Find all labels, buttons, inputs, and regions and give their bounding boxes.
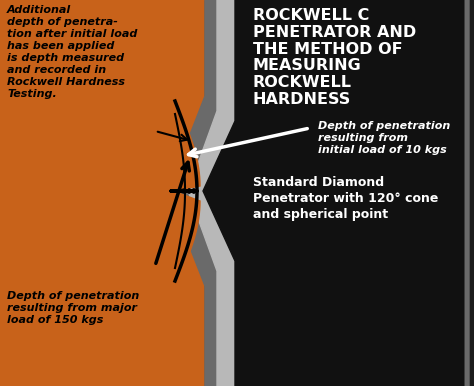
Bar	[0, 0, 205, 386]
Polygon shape	[168, 0, 469, 386]
Bar	[205, 0, 474, 386]
Polygon shape	[0, 0, 200, 386]
Polygon shape	[188, 0, 464, 386]
Text: ROCKWELL C
PENETRATOR AND
THE METHOD OF
MEASURING
ROCKWELL
HARDNESS: ROCKWELL C PENETRATOR AND THE METHOD OF …	[253, 8, 416, 107]
Polygon shape	[203, 0, 464, 386]
Text: Depth of penetration
resulting from major
load of 150 kgs: Depth of penetration resulting from majo…	[7, 291, 139, 325]
Text: Standard Diamond
Penetrator with 120° cone
and spherical point: Standard Diamond Penetrator with 120° co…	[253, 176, 438, 221]
Text: Additional
depth of penetra-
tion after initial load
has been applied
is depth m: Additional depth of penetra- tion after …	[7, 5, 137, 99]
Text: Depth of penetration
resulting from
initial load of 10 kgs: Depth of penetration resulting from init…	[318, 121, 450, 155]
